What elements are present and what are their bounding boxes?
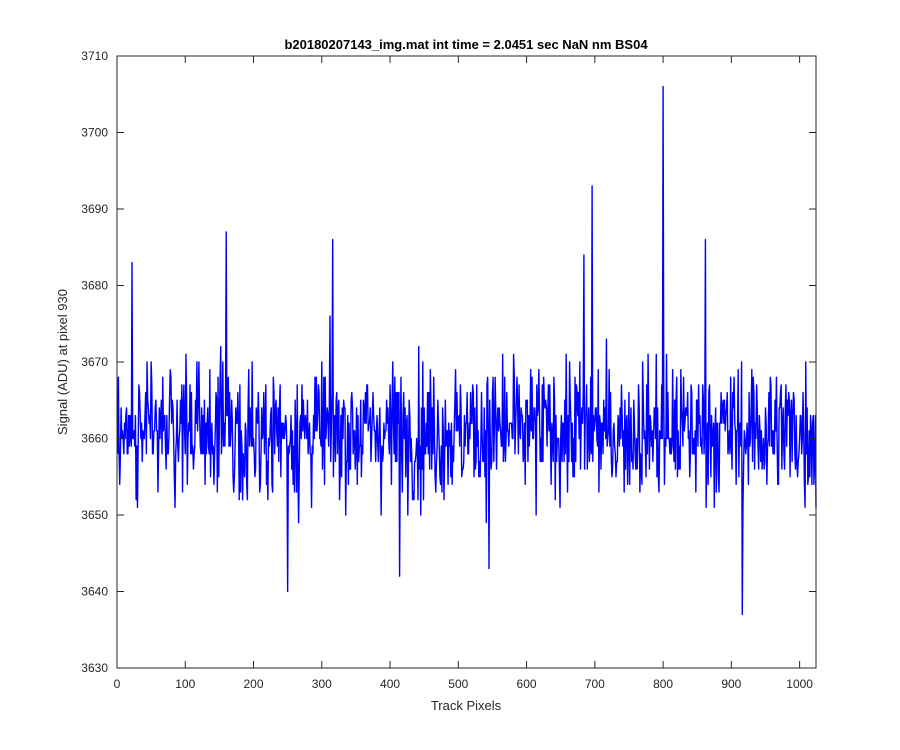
y-tick-label: 3680 <box>81 279 108 293</box>
x-tick-label: 0 <box>114 677 121 691</box>
y-tick-label: 3640 <box>81 585 108 599</box>
x-tick-label: 100 <box>175 677 195 691</box>
y-tick-label: 3650 <box>81 508 108 522</box>
axes-box <box>116 55 817 669</box>
x-tick-label: 800 <box>653 677 673 691</box>
x-tick-label: 500 <box>448 677 468 691</box>
x-tick-label: 900 <box>721 677 741 691</box>
x-axis-label: Track Pixels <box>431 698 502 713</box>
x-tick-label: 400 <box>380 677 400 691</box>
y-tick-label: 3670 <box>81 355 108 369</box>
y-axis-label: Signal (ADU) at pixel 930 <box>55 289 70 435</box>
y-tick-label: 3700 <box>81 126 108 140</box>
x-tick-label: 200 <box>244 677 264 691</box>
x-axis: 0 100 200 300 400 500 600 700 800 900 1000 <box>114 56 813 691</box>
y-tick-label: 3630 <box>81 661 108 675</box>
plot-area <box>116 85 817 616</box>
y-axis: 3630 3640 3650 3660 3670 3680 3690 3700 3710 <box>81 49 816 675</box>
x-tick-label: 300 <box>312 677 332 691</box>
chart-title: b20180207143_img.mat int time = 2.0451 s… <box>284 37 648 52</box>
x-tick-label: 1000 <box>786 677 813 691</box>
x-tick-label: 600 <box>517 677 537 691</box>
y-tick-label: 3710 <box>81 49 108 63</box>
y-tick-label: 3660 <box>81 432 108 446</box>
x-tick-label: 700 <box>585 677 605 691</box>
signal-series-line <box>116 85 817 616</box>
y-tick-label: 3690 <box>81 202 108 216</box>
